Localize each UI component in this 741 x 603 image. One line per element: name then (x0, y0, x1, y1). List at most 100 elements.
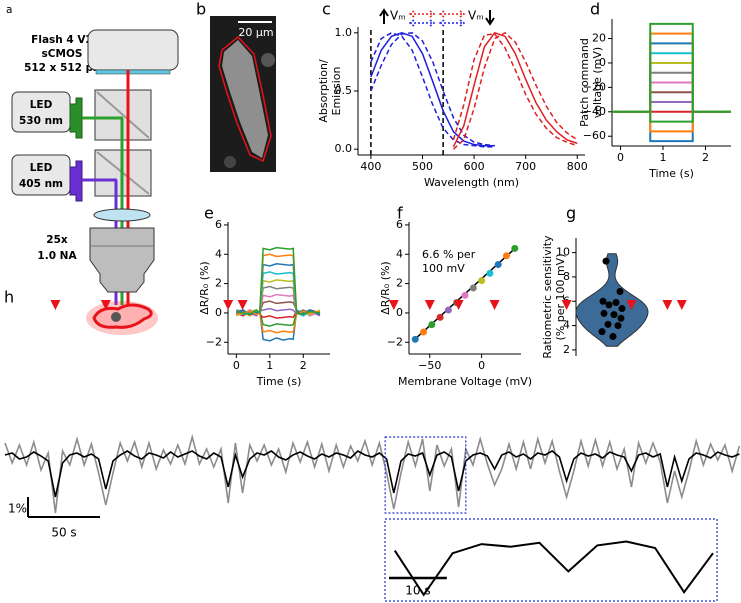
series-line (236, 271, 321, 317)
x-tick-label: 500 (412, 160, 433, 173)
point (428, 321, 436, 329)
event-marker (676, 300, 687, 310)
scale-bar-label: 10 s (405, 584, 430, 598)
scale-bar-label: 50 s (51, 526, 76, 540)
arrow-up (379, 8, 389, 24)
y-axis-label: Patch command (578, 38, 591, 127)
trace (4, 433, 741, 514)
arrow-down (485, 10, 495, 26)
y-tick-label: 4 (396, 247, 403, 260)
y-axis-label: voltage (mV) (591, 47, 604, 118)
series-line (370, 32, 495, 147)
x-axis-label: Time (s) (256, 375, 302, 388)
panel-label: a (6, 4, 12, 16)
point (511, 244, 519, 252)
point (469, 284, 477, 292)
series-line (612, 110, 731, 143)
series-line (612, 61, 731, 113)
x-tick-label: 700 (515, 160, 536, 173)
event-marker (100, 300, 111, 310)
point (612, 298, 620, 306)
series-line (612, 110, 731, 123)
point (604, 320, 612, 328)
series-line (452, 31, 578, 150)
event-marker (223, 300, 234, 310)
event-marker (424, 300, 435, 310)
y-tick-label: 8 (563, 270, 570, 283)
led-label: 530 nm (19, 115, 63, 127)
point (618, 305, 626, 313)
shift-arrow (408, 10, 436, 18)
y-tick-label: 0.0 (335, 142, 353, 155)
event-marker (561, 300, 572, 310)
y-tick-label: 0.5 (335, 84, 353, 97)
series-line (370, 32, 495, 148)
led-violet (69, 160, 83, 202)
shift-arrow (438, 19, 466, 27)
x-tick-label: 2 (702, 151, 709, 164)
y-tick-label: −2 (206, 335, 222, 348)
event-marker (453, 300, 464, 310)
point (610, 311, 618, 319)
series-line (452, 33, 578, 147)
point (486, 269, 494, 277)
objective-label: 1.0 NA (37, 250, 77, 262)
point (436, 313, 444, 321)
point (605, 301, 613, 309)
x-tick-label: 0 (233, 359, 240, 372)
y-tick-label: 4 (215, 247, 222, 260)
y-axis-label: ΔR/R₀ (%) (379, 261, 392, 314)
y-axis-label: (% per 100 mV) (554, 253, 567, 340)
led-label: LED (30, 162, 53, 174)
point (411, 335, 419, 343)
y-tick-label: 0 (396, 306, 403, 319)
shift-arrow (408, 19, 436, 27)
event-marker (388, 300, 399, 310)
y-tick-label: 20 (592, 32, 606, 45)
y-tick-label: 2 (215, 277, 222, 290)
event-marker (50, 300, 61, 310)
y-axis-label: ΔR/R₀ (%) (198, 261, 211, 314)
x-tick-label: 400 (360, 160, 381, 173)
series-line (370, 32, 495, 147)
point (444, 306, 452, 314)
panel-label: d (590, 0, 600, 19)
camera (87, 29, 179, 71)
y-tick-label: 2 (396, 277, 403, 290)
trace (4, 450, 740, 498)
x-axis-label: Wavelength (nm) (424, 176, 519, 189)
sensor (95, 69, 171, 75)
y-tick-label: 4 (563, 319, 570, 332)
series-line (612, 81, 731, 113)
y-tick-label: 1.0 (335, 26, 353, 39)
x-tick-label: −50 (418, 359, 441, 372)
y-tick-label: 0 (599, 56, 606, 69)
debris (224, 156, 236, 168)
micrograph: b 20 µm (196, 0, 276, 172)
cell (92, 303, 153, 329)
inset-box (384, 518, 718, 602)
x-tick-label: 2 (300, 359, 307, 372)
y-axis-label: Absorption/ (317, 59, 330, 123)
led-label: 405 nm (19, 178, 63, 190)
x-tick-label: 1 (266, 359, 273, 372)
vm-arrows (379, 8, 495, 27)
x-tick-label: 0 (617, 151, 624, 164)
dichroic (96, 91, 150, 139)
y-tick-label: −20 (583, 80, 606, 93)
panel-label: c (322, 0, 331, 19)
y-tick-label: 10 (556, 246, 570, 259)
led-label: LED (30, 99, 53, 111)
point (461, 291, 469, 299)
zoom-box (384, 436, 467, 514)
objective (89, 227, 155, 293)
y-tick-label: 2 (563, 343, 570, 356)
point (617, 314, 625, 322)
event-marker (626, 300, 637, 310)
panel-label: f (397, 204, 403, 223)
annotation: 100 mV (422, 262, 465, 275)
annotation: 6.6 % per (422, 248, 476, 261)
event-marker (237, 300, 248, 310)
series-line (236, 246, 321, 316)
